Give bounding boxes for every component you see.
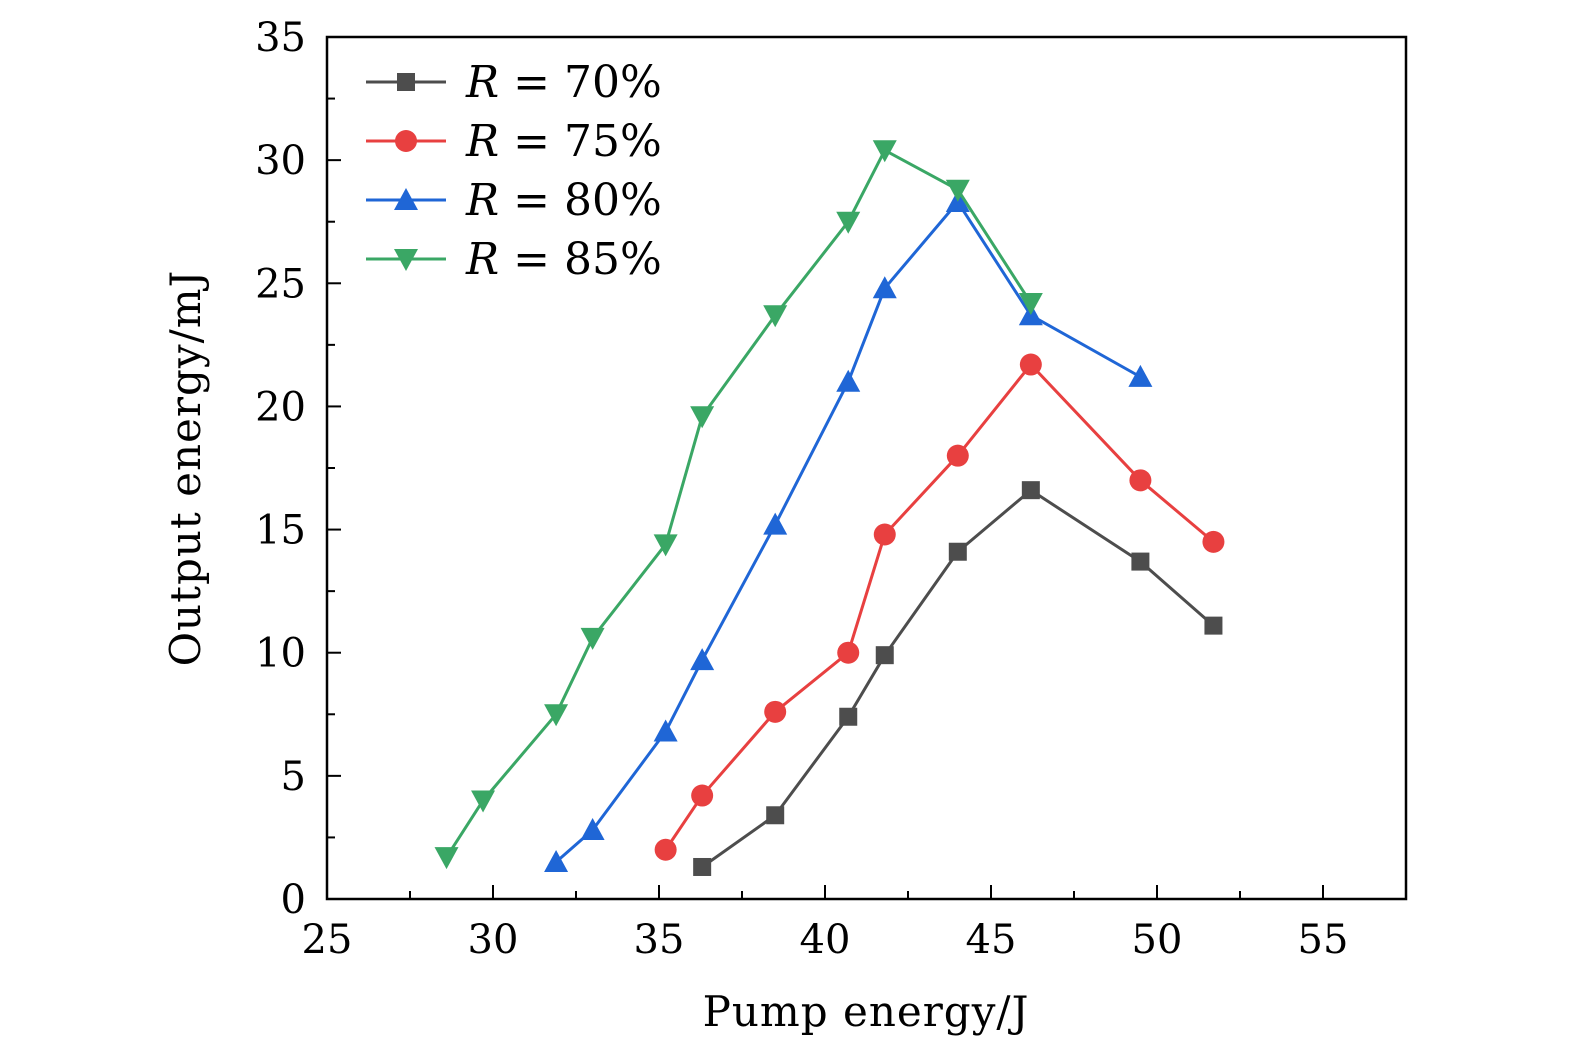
data-point [764, 700, 787, 723]
y-tick-label: 20 [255, 384, 306, 430]
y-tick-label: 30 [255, 138, 306, 184]
data-point [946, 444, 969, 467]
series-line [664, 363, 1215, 851]
y-tick-label: 0 [281, 877, 306, 923]
legend-label: R = 85% [465, 234, 662, 285]
data-point [763, 512, 788, 535]
data-point [873, 523, 896, 546]
series-0 [693, 481, 1223, 876]
data-point [872, 276, 897, 299]
legend-label-value: = 70% [499, 57, 662, 108]
data-point [691, 784, 714, 807]
series-2 [544, 190, 1153, 873]
y-tick-label: 25 [255, 261, 306, 307]
legend-label-value: = 80% [499, 175, 662, 226]
legend: R = 70%R = 75%R = 80%R = 85% [366, 57, 662, 285]
legend-marker [397, 73, 415, 91]
data-point [1019, 353, 1042, 376]
legend-label-value: = 85% [499, 234, 662, 285]
data-point [471, 790, 496, 813]
data-point [766, 806, 785, 825]
data-point [544, 850, 569, 873]
legend-label: R = 70% [465, 57, 662, 108]
data-point [1128, 364, 1153, 387]
axis-tick-labels: 25 30 35 40 45 50 55 0 5 10 15 20 25 30 35 [255, 15, 1348, 963]
data-point [1018, 292, 1043, 315]
data-point [580, 627, 605, 650]
legend-marker [395, 130, 417, 152]
data-point [872, 140, 897, 163]
legend-label-variable: R [465, 57, 499, 108]
data-point [948, 542, 967, 561]
data-point [690, 648, 715, 671]
legend-label-variable: R [465, 175, 499, 226]
data-point [693, 857, 712, 876]
legend-item-2: R = 80% [366, 175, 662, 226]
data-point [1021, 481, 1040, 500]
data-point [945, 179, 970, 202]
data-point [875, 646, 894, 665]
legend-label: R = 80% [465, 175, 662, 226]
data-point [654, 838, 677, 861]
series-3 [434, 140, 1043, 870]
legend-marker [394, 188, 418, 210]
x-axis-title: Pump energy/J [703, 987, 1030, 1036]
legend-label-value: = 75% [499, 116, 662, 167]
legend-label-variable: R [465, 116, 499, 167]
data-point [1129, 469, 1152, 492]
legend-label-variable: R [465, 234, 499, 285]
x-tick-label: 55 [1298, 917, 1349, 963]
series-line [555, 200, 1142, 864]
x-tick-label: 45 [966, 917, 1017, 963]
data-point [690, 406, 715, 429]
x-tick-label: 35 [634, 917, 685, 963]
data-point [434, 847, 459, 870]
legend-item-3: R = 85% [366, 234, 662, 285]
y-axis-title: Output energy/mJ [161, 270, 210, 667]
data-point [1202, 530, 1225, 553]
x-tick-label: 30 [468, 917, 519, 963]
data-point [837, 641, 860, 664]
series-1 [654, 353, 1225, 861]
data-point [653, 534, 678, 557]
y-tick-label: 10 [255, 631, 306, 677]
data-point [653, 719, 678, 742]
x-tick-label: 40 [800, 917, 851, 963]
data-point [836, 211, 861, 234]
y-tick-label: 35 [255, 15, 306, 61]
legend-label: R = 75% [465, 116, 662, 167]
legend-item-1: R = 75% [366, 116, 662, 167]
data-point [580, 818, 605, 841]
axis-ticks [326, 36, 1407, 900]
data-point [839, 707, 858, 726]
data-point [1131, 552, 1150, 571]
data-point [544, 704, 569, 727]
legend-item-0: R = 70% [366, 57, 662, 108]
data-point [763, 305, 788, 328]
y-tick-label: 5 [281, 754, 306, 800]
data-point [836, 369, 861, 392]
y-tick-label: 15 [255, 508, 306, 554]
series-line [701, 488, 1215, 869]
data-point [1204, 616, 1223, 635]
legend-marker [394, 249, 418, 271]
x-tick-label: 25 [302, 917, 353, 963]
x-tick-label: 50 [1132, 917, 1183, 963]
series-layer [434, 140, 1225, 876]
